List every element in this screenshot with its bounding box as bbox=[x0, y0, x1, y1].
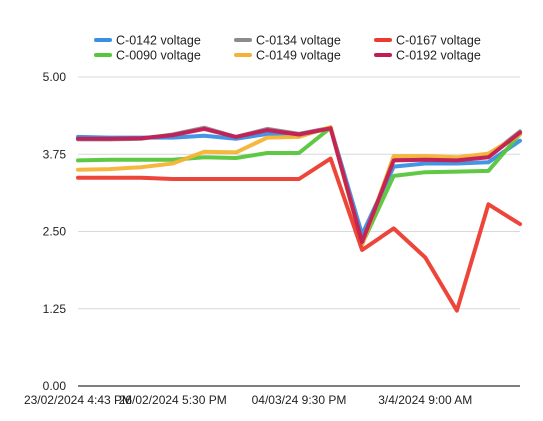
legend-label: C-0134 voltage bbox=[256, 34, 341, 48]
y-tick-label: 2.50 bbox=[43, 225, 67, 239]
legend-label: C-0167 voltage bbox=[396, 34, 481, 48]
legend-label: C-0142 voltage bbox=[116, 34, 201, 48]
x-tick-label: 26/02/2024 5:30 PM bbox=[119, 393, 227, 407]
y-tick-label: 0.00 bbox=[43, 379, 67, 393]
y-tick-label: 5.00 bbox=[43, 70, 67, 84]
legend-label: C-0090 voltage bbox=[116, 49, 201, 63]
series-line-1 bbox=[76, 125, 522, 237]
x-tick-label: 04/03/24 9:30 PM bbox=[252, 393, 347, 407]
chart-gridlines bbox=[78, 76, 520, 387]
series-line-2 bbox=[76, 125, 522, 246]
legend-label: C-0192 voltage bbox=[396, 49, 481, 63]
x-tick-label: 3/4/2024 9:00 AM bbox=[378, 393, 472, 407]
y-axis: 0.00 1.25 2.50 3.75 5.00 bbox=[43, 70, 67, 393]
y-tick-label: 1.25 bbox=[43, 302, 67, 316]
series-line-6 bbox=[76, 126, 522, 244]
x-tick-label: 23/02/2024 4:43 PM bbox=[24, 393, 132, 407]
plot-area bbox=[76, 125, 522, 313]
series-line-3 bbox=[76, 125, 522, 244]
series-line-5 bbox=[76, 156, 522, 313]
series-line-4 bbox=[76, 125, 522, 248]
legend-label: C-0149 voltage bbox=[256, 49, 341, 63]
y-tick-label: 3.75 bbox=[43, 147, 67, 161]
